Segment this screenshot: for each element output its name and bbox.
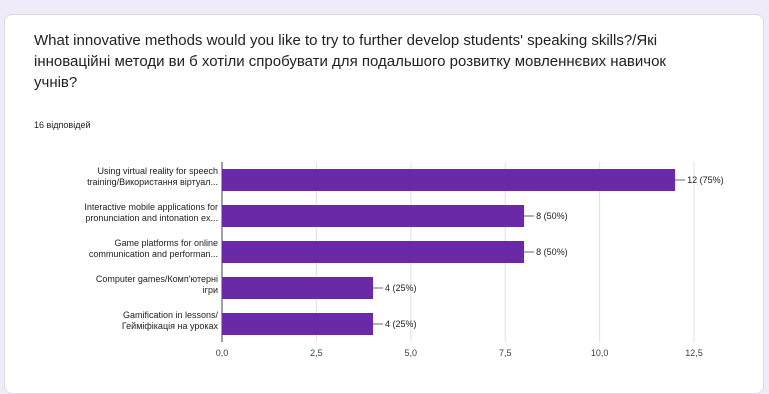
x-tick-label: 7,5: [499, 348, 512, 358]
category-label: Game platforms for online: [114, 238, 218, 248]
response-count: 16 відповідей: [34, 120, 91, 130]
value-label: 8 (50%): [536, 211, 568, 221]
value-label: 12 (75%): [687, 175, 724, 185]
category-label: communication and performan...: [89, 249, 218, 259]
x-tick-label: 12,5: [685, 348, 703, 358]
value-label: 4 (25%): [385, 283, 417, 293]
x-tick-label: 10,0: [591, 348, 609, 358]
question-card: [4, 14, 764, 394]
category-label: Computer games/Комп'ютерні: [96, 274, 218, 284]
x-tick-label: 2,5: [310, 348, 323, 358]
category-label: Interactive mobile applications for: [84, 202, 218, 212]
bar: [222, 277, 374, 299]
value-label: 4 (25%): [385, 319, 417, 329]
category-label: Gamification in lessons/: [123, 310, 219, 320]
value-label: 8 (50%): [536, 247, 568, 257]
category-label: pronunciation and intonation ex...: [85, 213, 218, 223]
category-label: Гейміфікація на уроках: [122, 321, 219, 331]
bar: [222, 205, 525, 227]
category-label: Using virtual reality for speech: [97, 166, 218, 176]
bar: [222, 169, 676, 191]
question-title: What innovative methods would you like t…: [34, 32, 666, 91]
x-tick-label: 0,0: [216, 348, 229, 358]
bar: [222, 313, 374, 335]
bar: [222, 241, 525, 263]
category-label: ігри: [203, 285, 218, 295]
x-tick-label: 5,0: [405, 348, 418, 358]
category-label: training/Використання віртуал...: [87, 177, 218, 187]
